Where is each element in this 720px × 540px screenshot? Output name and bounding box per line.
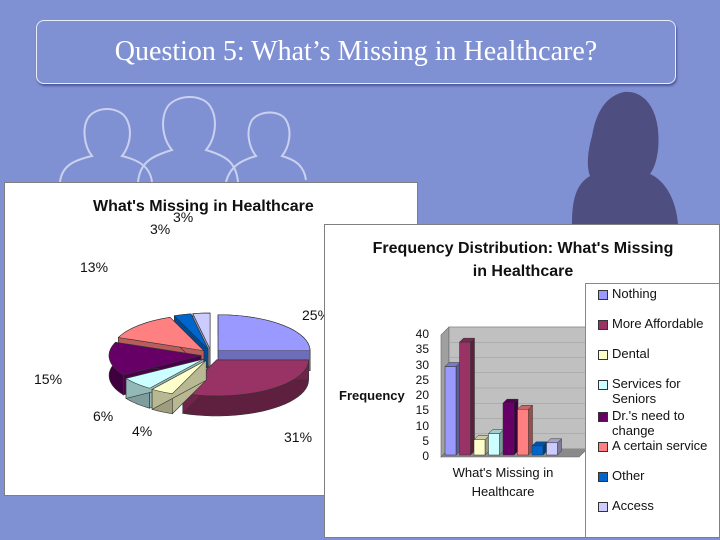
bar-dental bbox=[473, 435, 490, 456]
legend-label: Nothing bbox=[612, 286, 657, 301]
y-tick-label-20: 20 bbox=[415, 388, 429, 402]
legend-label: Dr.'s need to change bbox=[612, 408, 685, 438]
person-silhouette-dark bbox=[572, 91, 678, 225]
pie-chart bbox=[108, 312, 311, 417]
y-tick-label-0: 0 bbox=[422, 449, 429, 463]
y-tick-label-5: 5 bbox=[422, 434, 429, 448]
person-outline-1 bbox=[59, 108, 153, 183]
person-outline-2 bbox=[137, 96, 239, 183]
bar-access bbox=[545, 438, 563, 456]
y-tick-label-25: 25 bbox=[415, 373, 429, 387]
bar-chart-legend: Nothing More Affordable Dental Services for… bbox=[585, 283, 719, 537]
legend-label: Access bbox=[612, 498, 654, 513]
bar-dr-s-need-to-change bbox=[502, 398, 519, 456]
legend-swatch bbox=[598, 290, 608, 300]
bar-chart bbox=[440, 326, 588, 458]
legend-label: Services for Seniors bbox=[612, 376, 681, 406]
pie-label-a-certain-service: 13% bbox=[80, 259, 109, 275]
legend-label: Other bbox=[612, 468, 645, 483]
bar-nothing bbox=[444, 361, 461, 456]
legend-swatch bbox=[598, 442, 608, 452]
pie-label-dr-s-need-to-change: 15% bbox=[34, 371, 63, 387]
pie-label-nothing: 25% bbox=[302, 307, 331, 323]
pie-label-access: 3% bbox=[173, 209, 194, 225]
legend-swatch bbox=[598, 502, 608, 512]
pie-slice-dental bbox=[151, 359, 207, 415]
person-outline-3 bbox=[225, 111, 307, 183]
legend-label: More Affordable bbox=[612, 316, 704, 331]
legend-swatch bbox=[598, 412, 608, 422]
legend-label: Dental bbox=[612, 346, 650, 361]
y-tick-label-15: 15 bbox=[415, 403, 429, 417]
legend-swatch bbox=[598, 472, 608, 482]
bar-more-affordable bbox=[458, 337, 476, 456]
bar-chart-ylabel: Frequency bbox=[339, 388, 405, 403]
y-tick-label-35: 35 bbox=[415, 342, 429, 356]
y-tick-label-10: 10 bbox=[415, 419, 429, 433]
slide-title: Question 5: What’s Missing in Healthcare… bbox=[114, 36, 598, 67]
legend-swatch bbox=[598, 320, 608, 330]
bar-chart-title: Frequency Distribution: What's Missing i… bbox=[372, 240, 674, 280]
bar-services-for-seniors bbox=[487, 429, 505, 456]
bar-other bbox=[531, 441, 548, 456]
slide-title-box: Question 5: What’s Missing in Healthcare… bbox=[36, 20, 676, 84]
pie-label-other: 3% bbox=[150, 221, 171, 237]
pie-chart-title: What's Missing in Healthcare bbox=[93, 198, 314, 215]
pie-label-more-affordable: 31% bbox=[284, 429, 313, 445]
y-tick-label-30: 30 bbox=[415, 358, 429, 372]
bar-chart-panel: Frequency Distribution: What's Missing i… bbox=[324, 224, 720, 538]
y-tick-label-40: 40 bbox=[415, 327, 429, 341]
legend-swatch bbox=[598, 350, 608, 360]
bar-a-certain-service bbox=[516, 404, 534, 456]
bar-chart-xlabel: What's Missing in Healthcare bbox=[452, 465, 554, 499]
legend-swatch bbox=[598, 380, 608, 390]
pie-label-dental: 4% bbox=[132, 423, 153, 439]
legend-label: A certain service bbox=[612, 438, 708, 453]
pie-label-services-for-seniors: 6% bbox=[93, 408, 114, 424]
